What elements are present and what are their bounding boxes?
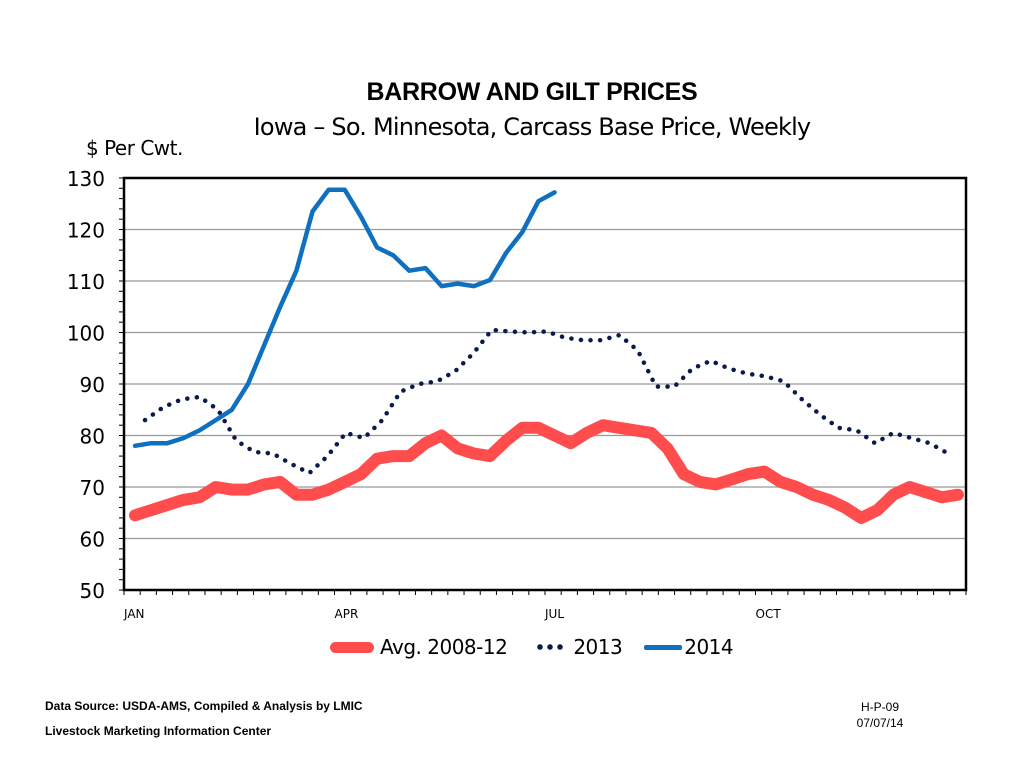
y-tick-label: 110: [67, 270, 105, 294]
legend-swatch-2014: [644, 644, 683, 650]
x-tick-label: OCT: [756, 607, 782, 621]
y-tick-label: 70: [80, 476, 105, 500]
legend-label-2014: 2014: [684, 635, 734, 659]
y-axis-label: $ Per Cwt.: [86, 136, 183, 160]
y-tick-label: 60: [80, 528, 105, 552]
data-source-note: Data Source: USDA-AMS, Compiled & Analys…: [45, 699, 363, 713]
legend-label-2013: 2013: [573, 635, 623, 659]
legend-swatch-2013: [535, 644, 566, 650]
series-group: [129, 187, 964, 524]
legend-label-avg: Avg. 2008-12: [380, 635, 508, 659]
chart-code: H-P-09: [860, 700, 899, 714]
y-tick-label: 80: [80, 425, 105, 449]
y-axis-ticks: 50 60 70 80 90 100 110 120 130: [67, 167, 124, 603]
chart-subtitle: Iowa – So. Minnesota, Carcass Base Price…: [253, 113, 811, 141]
plot-frame: [122, 176, 968, 592]
legend-item-2013: 2013: [529, 635, 623, 659]
legend-swatch-avg: [330, 641, 374, 653]
y-tick-label: 120: [67, 219, 105, 243]
x-axis-ticks: JAN APR JUL OCT: [123, 590, 967, 621]
series-line-2013: [142, 327, 951, 476]
x-tick-label: JUL: [544, 607, 564, 621]
x-tick-label: APR: [335, 607, 359, 621]
y-tick-label: 130: [67, 167, 105, 191]
legend-item-2014: 2014: [644, 635, 734, 659]
chart-date: 07/07/14: [856, 716, 904, 730]
y-tick-label: 50: [80, 579, 105, 603]
legend-item-avg: Avg. 2008-12: [330, 635, 508, 659]
legend: Avg. 2008-12 2013 2014: [330, 632, 755, 662]
x-tick-label: JAN: [123, 607, 145, 621]
y-tick-label: 100: [67, 322, 105, 346]
series-line-2014: [132, 187, 557, 449]
chart-title: BARROW AND GILT PRICES: [366, 78, 698, 106]
organization-name: Livestock Marketing Information Center: [45, 724, 272, 738]
y-tick-label: 90: [80, 373, 105, 397]
series-line-avg-2008-12: [129, 419, 964, 524]
